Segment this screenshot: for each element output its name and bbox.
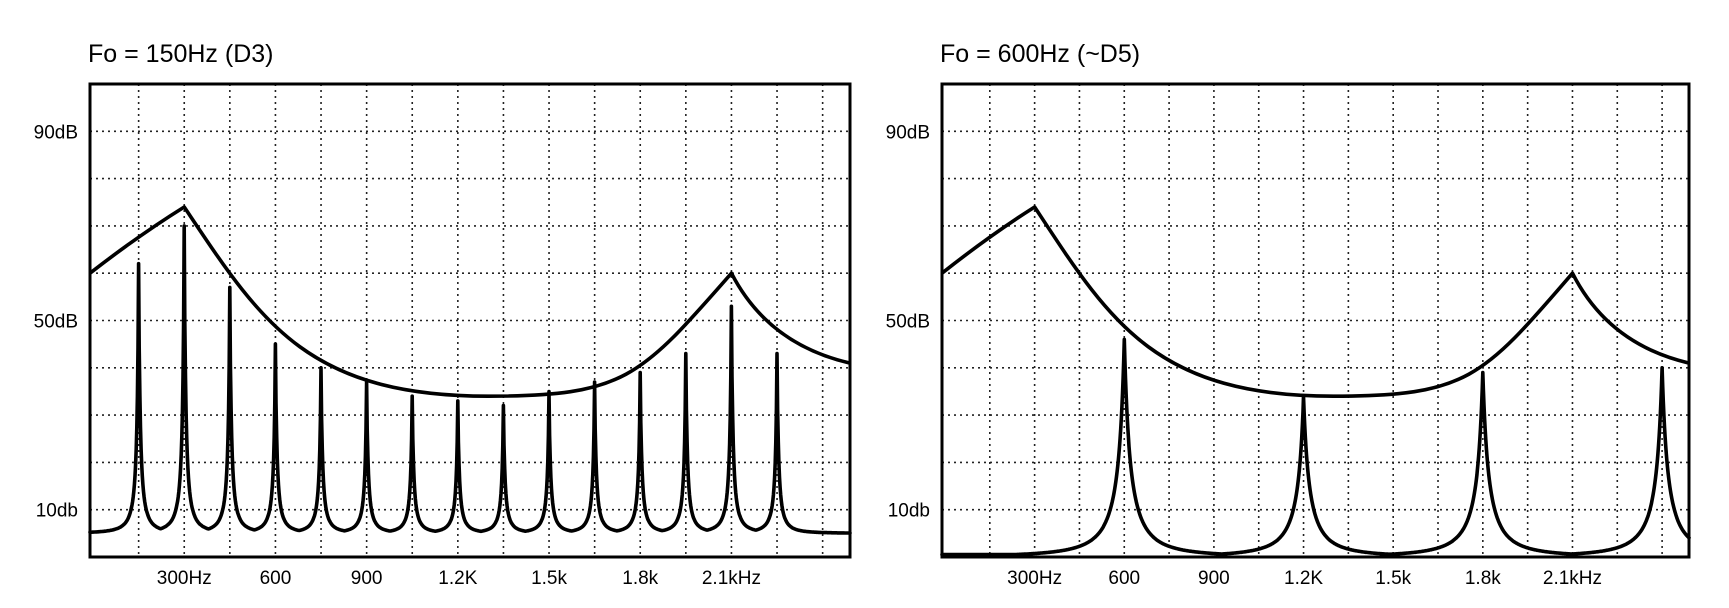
- chart-left-x-tick-label: 600: [260, 568, 292, 589]
- chart-right-y-axis: 90dB 50dB 10db: [886, 122, 930, 521]
- chart-right-harmonic-spectrum-line: [940, 337, 1691, 557]
- chart-right-curves: [940, 205, 1691, 557]
- chart-right-envelope-line: [940, 205, 1690, 398]
- chart-right-x-axis: 300Hz 600 900 1.2K 1.5k 1.8k 2.1kHz: [1007, 568, 1602, 589]
- chart-left-y-tick-label: 90dB: [34, 122, 78, 143]
- chart-left-x-tick-label: 1.5k: [531, 568, 567, 589]
- chart-right-x-tick-label: 1.5k: [1375, 568, 1411, 589]
- chart-right-y-tick-label: 90dB: [886, 122, 930, 143]
- chart-left-y-axis: 90dB 50dB 10db: [34, 122, 78, 521]
- chart-left-envelope-line: [88, 205, 851, 398]
- chart-left-x-tick-label: 300Hz: [157, 568, 212, 589]
- chart-left-curves: [88, 205, 852, 535]
- chart-right-panel: Fo = 600Hz (~D5) 90dB 50dB 10db 300Hz 60…: [886, 40, 1691, 589]
- chart-left-grid: [90, 84, 850, 557]
- chart-left-x-tick-label: 2.1kHz: [702, 568, 761, 589]
- chart-left-title: Fo = 150Hz (D3): [88, 40, 274, 68]
- chart-right-x-tick-label: 1.2K: [1284, 568, 1323, 589]
- chart-left-y-tick-label: 50dB: [34, 312, 78, 333]
- chart-left-plot-frame: [88, 82, 852, 559]
- chart-left-x-axis: 300Hz 600 900 1.2K 1.5k 1.8k 2.1kHz: [157, 568, 761, 589]
- chart-left-x-tick-label: 900: [351, 568, 383, 589]
- chart-right-y-tick-label: 50dB: [886, 312, 930, 333]
- chart-right-x-tick-label: 2.1kHz: [1543, 568, 1602, 589]
- chart-left-harmonic-spectrum-line: [88, 224, 852, 535]
- chart-right-x-tick-label: 600: [1108, 568, 1140, 589]
- chart-right-title: Fo = 600Hz (~D5): [940, 40, 1140, 68]
- chart-left-x-tick-label: 1.8k: [622, 568, 658, 589]
- chart-left-y-tick-label: 10db: [36, 501, 78, 522]
- chart-right-x-tick-label: 1.8k: [1465, 568, 1501, 589]
- chart-left-panel: Fo = 150Hz (D3) 90dB 50dB 10db 300Hz 600…: [34, 40, 852, 589]
- chart-right-y-tick-label: 10db: [888, 501, 930, 522]
- chart-left-x-tick-label: 1.2K: [438, 568, 477, 589]
- chart-right-x-tick-label: 300Hz: [1007, 568, 1062, 589]
- chart-right-x-tick-label: 900: [1198, 568, 1230, 589]
- chart-right-grid: [942, 84, 1689, 557]
- chart-right-plot-frame: [940, 82, 1691, 559]
